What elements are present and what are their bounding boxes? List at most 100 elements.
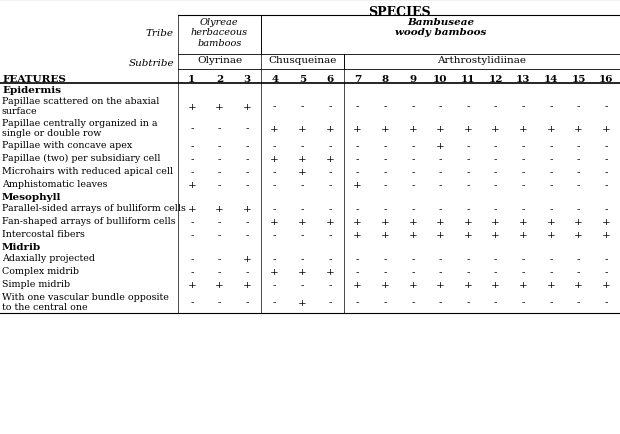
Text: -: - [356,298,360,307]
Text: +: + [547,217,556,227]
Text: -: - [411,181,415,190]
Text: 16: 16 [599,75,613,84]
Text: +: + [409,230,417,240]
Text: +: + [602,124,611,133]
Text: -: - [218,230,221,240]
Text: -: - [521,168,525,177]
Text: -: - [549,204,552,214]
Text: -: - [521,298,525,307]
Text: -: - [494,204,497,214]
Text: 14: 14 [544,75,558,84]
Text: +: + [298,217,307,227]
Text: -: - [383,204,387,214]
Text: Olyrinae: Olyrinae [197,56,242,65]
Text: +: + [602,217,611,227]
Text: Olyreae
herbaceous
bamboos: Olyreae herbaceous bamboos [191,18,248,48]
Text: -: - [577,168,580,177]
Text: 5: 5 [299,75,306,84]
Text: -: - [439,168,442,177]
Text: +: + [353,181,362,190]
Text: +: + [270,124,279,133]
Text: -: - [411,204,415,214]
Text: -: - [466,254,470,263]
Text: -: - [466,204,470,214]
Text: +: + [491,217,500,227]
Text: -: - [466,181,470,190]
Text: -: - [383,298,387,307]
Text: -: - [190,298,193,307]
Text: 12: 12 [489,75,503,84]
Text: -: - [439,254,442,263]
Text: -: - [383,181,387,190]
Text: -: - [577,181,580,190]
Text: +: + [326,217,334,227]
Text: +: + [574,280,583,289]
Text: -: - [521,204,525,214]
Text: -: - [494,102,497,111]
Text: -: - [328,298,332,307]
Text: -: - [356,102,360,111]
Text: -: - [273,298,277,307]
Text: -: - [301,254,304,263]
Text: -: - [604,181,608,190]
Text: +: + [436,141,445,151]
Text: -: - [411,102,415,111]
Text: -: - [218,267,221,276]
Text: -: - [273,230,277,240]
Text: -: - [604,267,608,276]
Text: -: - [328,102,332,111]
Text: -: - [273,254,277,263]
Text: -: - [577,267,580,276]
Text: -: - [521,141,525,151]
Text: Arthrostylidiinae: Arthrostylidiinae [437,56,526,65]
Text: Parallel-sided arrays of bulliform cells: Parallel-sided arrays of bulliform cells [2,204,186,213]
Text: -: - [411,168,415,177]
Text: +: + [187,181,196,190]
Text: Fan-shaped arrays of bulliform cells: Fan-shaped arrays of bulliform cells [2,217,175,226]
Text: +: + [298,168,307,177]
Text: +: + [491,230,500,240]
Text: -: - [356,267,360,276]
Text: -: - [439,204,442,214]
Text: Bambuseae
woody bamboos: Bambuseae woody bamboos [395,18,486,37]
Text: -: - [577,141,580,151]
Text: +: + [298,298,307,307]
Text: -: - [466,267,470,276]
Text: +: + [519,217,528,227]
Text: 3: 3 [244,75,250,84]
Text: FEATURES: FEATURES [2,75,66,84]
Text: -: - [190,141,193,151]
Text: +: + [187,280,196,289]
Text: Papillae centrally organized in a
single or double row: Papillae centrally organized in a single… [2,119,157,138]
Text: -: - [439,102,442,111]
Text: +: + [547,124,556,133]
Text: -: - [411,267,415,276]
Text: -: - [494,155,497,164]
Text: +: + [353,124,362,133]
Text: -: - [466,155,470,164]
Text: +: + [464,124,472,133]
Text: -: - [494,181,497,190]
Text: +: + [519,124,528,133]
Text: Amphistomatic leaves: Amphistomatic leaves [2,180,107,188]
Text: -: - [466,168,470,177]
Text: -: - [246,267,249,276]
Text: +: + [298,155,307,164]
Text: -: - [604,254,608,263]
Text: -: - [494,267,497,276]
Text: -: - [190,230,193,240]
Text: -: - [411,298,415,307]
Text: 8: 8 [382,75,389,84]
Text: 11: 11 [461,75,476,84]
Text: +: + [491,124,500,133]
Text: +: + [215,204,224,214]
Text: -: - [301,280,304,289]
Text: +: + [242,254,252,263]
Text: +: + [436,124,445,133]
Text: 4: 4 [271,75,278,84]
Text: -: - [328,181,332,190]
Text: -: - [604,141,608,151]
Text: -: - [439,298,442,307]
Text: -: - [328,204,332,214]
Text: -: - [604,298,608,307]
